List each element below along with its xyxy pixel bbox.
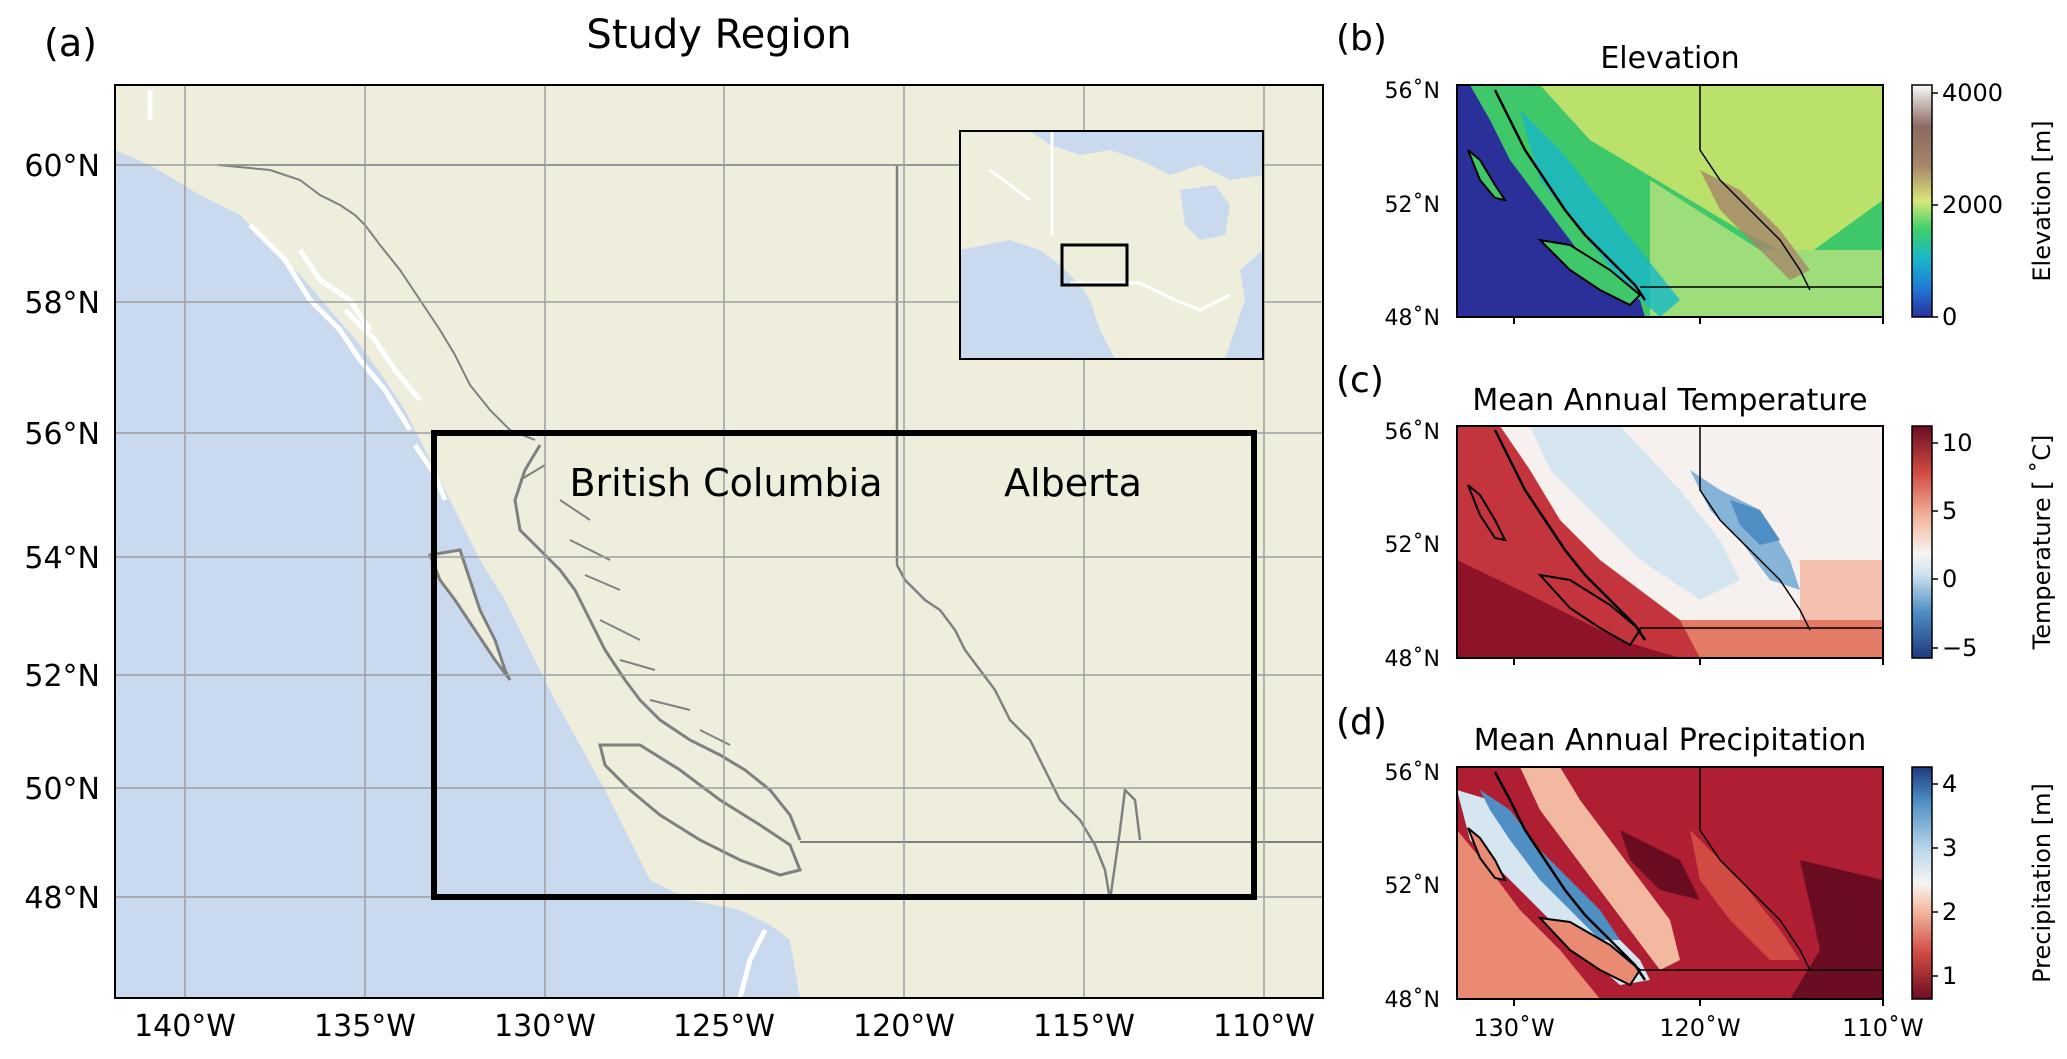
c-lat-56: 56˚N [1385,420,1440,445]
lon-label-110w: 110°W [1213,1009,1315,1044]
lon-label-135w: 135°W [314,1009,416,1044]
panel-b-frame [1456,84,1884,318]
inset-study-marker [1060,243,1129,287]
d-lon-110: 110˚W [1842,1014,1924,1042]
mainland-coast [513,444,802,841]
c-lat-52: 52˚N [1385,533,1440,558]
panel-c-letter: (c) [1336,360,1384,401]
inset-borders [989,131,1231,312]
panel-b-title: Elevation [1600,41,1739,76]
elev-tick-0: 0 [1942,303,1957,331]
colorbar-temperature [1911,425,1933,659]
temp-tick-10: 10 [1942,429,1973,457]
coastal-inlets [147,90,768,998]
d-lat-56: 56˚N [1385,761,1440,786]
panel-a-title: Study Region [586,12,851,58]
colorbar-elevation-label: Elevation [m] [2028,120,2056,281]
colorbar-precipitation [1911,766,1933,1000]
lat-label-54n: 54°N [24,541,100,576]
prec-tick-2: 2 [1942,898,1957,926]
panel-d-map [1457,767,1883,999]
panel-a-lat-labels: 60°N 58°N 56°N 54°N 52°N 50°N 48°N [24,149,100,916]
temp-tick-minus5: −5 [1942,634,1977,662]
lon-label-115w: 115°W [1033,1009,1135,1044]
prec-tick-3: 3 [1942,834,1957,862]
inset-arctic [1030,131,1263,180]
colorbar-elevation [1911,84,1933,318]
panel-a-frame [114,84,1324,999]
elev-tick-4000: 4000 [1942,79,2003,107]
panel-a-lon-labels: 140°W 135°W 130°W 125°W 120°W 115°W 110°… [134,1009,1315,1044]
bc-alberta-border [895,165,1142,901]
b-lat-56: 56˚N [1385,79,1440,104]
panel-d-letter: (d) [1336,702,1387,743]
colorbar-temperature-label: Temperature [ ˚C] [2028,435,2056,651]
lat-label-56n: 56°N [24,417,100,452]
label-british-columbia: British Columbia [569,461,882,505]
inset-atlantic [1225,250,1263,359]
colorbar-temperature-ticks: 10 5 0 −5 [1932,429,1977,662]
lat-label-52n: 52°N [24,659,100,694]
c-lat-48: 48˚N [1385,647,1440,672]
inset-hudson-bay [1180,185,1230,240]
colorbar-precipitation-label: Precipitation [m] [2028,783,2056,983]
temp-tick-5: 5 [1942,497,1957,525]
small-lon-labels: 130˚W 120˚W 110˚W [1473,1014,1924,1042]
lon-label-130w: 130°W [494,1009,596,1044]
b-lat-52: 52˚N [1385,193,1440,218]
panel-b-map [1457,85,1883,317]
d-lon-130: 130˚W [1473,1014,1555,1042]
prec-tick-1: 1 [1942,962,1957,990]
lon-label-140w: 140°W [134,1009,236,1044]
d-lon-120: 120˚W [1659,1014,1741,1042]
temp-tick-0: 0 [1942,565,1957,593]
panel-c-frame [1456,425,1884,659]
colorbar-elevation-ticks: 4000 2000 0 [1932,79,2003,331]
inset-map [959,130,1264,360]
panel-d-title: Mean Annual Precipitation [1474,723,1867,758]
panel-d-frame [1456,766,1884,1000]
lon-label-125w: 125°W [673,1009,775,1044]
panel-c-title: Mean Annual Temperature [1472,383,1867,418]
small-ticks [1513,317,1884,1006]
panel-b-letter: (b) [1336,18,1387,59]
study-region-box [431,430,1257,900]
d-lat-48: 48˚N [1385,988,1440,1013]
elev-tick-2000: 2000 [1942,191,2003,219]
lat-label-50n: 50°N [24,772,100,807]
d-lat-52: 52˚N [1385,874,1440,899]
lon-label-120w: 120°W [853,1009,955,1044]
lat-label-58n: 58°N [24,286,100,321]
small-lat-labels: 56˚N 52˚N 48˚N 56˚N 52˚N 48˚N 56˚N 52˚N … [1385,79,1440,1013]
prec-tick-4: 4 [1942,770,1957,798]
lat-label-60n: 60°N [24,149,100,184]
panel-a-letter: (a) [44,21,97,65]
alaska-bc-border [217,164,536,441]
inset-pacific [960,240,1115,359]
panel-c-map [1457,426,1883,658]
b-lat-48: 48˚N [1385,306,1440,331]
colorbar-precipitation-ticks: 4 3 2 1 [1932,770,1957,990]
label-alberta: Alberta [1004,461,1142,505]
lat-label-48n: 48°N [24,881,100,916]
vancouver-island [598,743,803,877]
fjords [519,464,731,746]
